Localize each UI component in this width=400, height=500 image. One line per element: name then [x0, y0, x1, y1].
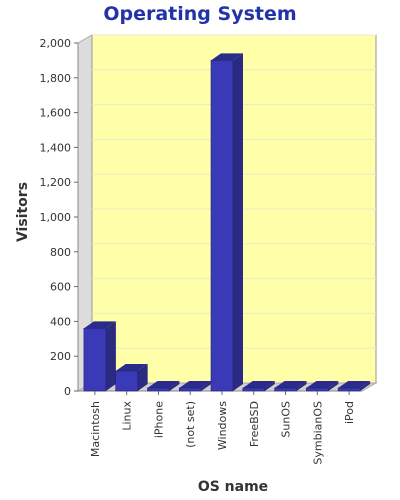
y-tick-label: 1,000	[40, 211, 72, 224]
y-tick-label: 200	[50, 350, 71, 363]
x-axis-label: OS name	[198, 479, 268, 495]
bar-front	[274, 387, 297, 392]
bar-front	[337, 387, 361, 392]
y-axis-ticks: 0 200 400 600 800 1,000 1,200 1,400 1,600 1,800 2,…	[40, 37, 78, 398]
bar	[242, 381, 275, 392]
y-tick-label: 1,800	[40, 72, 72, 85]
bar-front	[83, 328, 107, 392]
bar-top	[274, 381, 307, 388]
x-tick-label: Windows	[216, 401, 229, 450]
bar-top	[115, 363, 148, 371]
bar	[306, 381, 339, 392]
x-tick-label: iPod	[343, 401, 356, 424]
bar-front	[147, 387, 170, 392]
x-tick-label: FreeBSD	[248, 401, 261, 447]
bar-side	[201, 381, 212, 391]
bar-side	[328, 381, 339, 391]
bar	[83, 321, 116, 392]
y-tick-label: 2,000	[40, 37, 72, 50]
bar	[115, 363, 148, 392]
bar-front	[306, 387, 329, 392]
y-tick-label: 1,600	[40, 107, 72, 120]
x-tick-label: iPhone	[152, 401, 165, 438]
y-tick-label: 400	[50, 315, 71, 328]
x-tick-label: SymbianOS	[311, 401, 324, 465]
bar-side	[169, 381, 180, 391]
bar-side	[105, 321, 116, 391]
x-tick-label: Macintosh	[89, 401, 102, 457]
bar-side	[233, 53, 243, 392]
y-tick-label: 1,400	[40, 141, 72, 154]
bar-top	[147, 381, 180, 388]
y-tick-label: 1,200	[40, 176, 72, 189]
bar-top	[179, 381, 212, 388]
bar-side	[296, 381, 307, 391]
bar-side	[137, 363, 148, 391]
x-tick-label: SunOS	[280, 401, 293, 438]
bar-side	[264, 381, 275, 391]
bar-front	[210, 60, 234, 392]
bar-top	[83, 321, 116, 329]
bar-top	[211, 53, 243, 61]
y-axis-label: Visitors	[15, 182, 31, 242]
y-tick-label: 800	[50, 246, 71, 259]
bar-front	[178, 387, 202, 392]
x-tick-label: Linux	[121, 401, 134, 431]
y-tick-label: 0	[64, 385, 71, 398]
bar-top	[338, 381, 371, 388]
x-axis-ticks: Macintosh Linux iPhone (not set) Windows Free…	[89, 391, 356, 465]
bar-side	[360, 381, 371, 391]
x-tick-label: (not set)	[184, 401, 197, 448]
bar	[274, 381, 307, 392]
bar-front	[242, 387, 266, 392]
bar	[210, 53, 243, 392]
bar-top	[306, 381, 339, 388]
bar-front	[115, 370, 138, 392]
bar	[337, 381, 371, 392]
chart-title: Operating System	[103, 3, 296, 25]
bar-top	[242, 381, 275, 388]
y-tick-label: 600	[50, 281, 71, 294]
